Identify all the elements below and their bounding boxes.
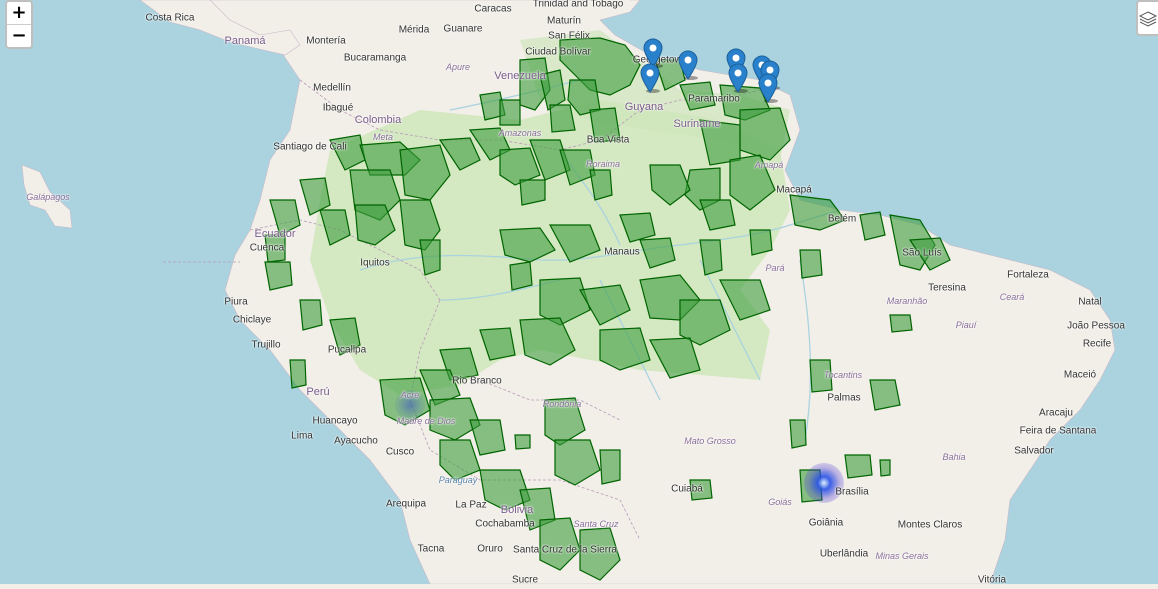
protected-area[interactable] <box>649 337 701 379</box>
protected-area[interactable] <box>869 379 901 411</box>
protected-area[interactable] <box>699 199 736 231</box>
protected-area[interactable] <box>749 229 773 256</box>
marker-georgetown-2[interactable] <box>678 50 698 80</box>
protected-area[interactable] <box>269 199 301 236</box>
protected-area[interactable] <box>519 317 576 366</box>
land-trinidad <box>590 0 630 14</box>
protected-area[interactable] <box>889 314 913 333</box>
protected-area[interactable] <box>509 261 533 291</box>
protected-area[interactable] <box>859 211 886 241</box>
marker-essequibo[interactable] <box>640 63 660 93</box>
protected-area[interactable] <box>299 177 331 216</box>
protected-area[interactable] <box>649 164 691 206</box>
protected-area[interactable] <box>789 419 807 449</box>
protected-area[interactable] <box>419 369 461 406</box>
protected-area[interactable] <box>799 469 823 503</box>
protected-area[interactable] <box>679 81 716 111</box>
protected-area[interactable] <box>589 169 613 201</box>
protected-area[interactable] <box>264 261 293 291</box>
protected-area[interactable] <box>429 397 481 441</box>
zoom-in-button[interactable]: + <box>7 2 31 25</box>
map-pin-icon <box>640 63 660 93</box>
protected-area[interactable] <box>539 277 591 326</box>
protected-area[interactable] <box>654 59 686 91</box>
protected-area[interactable] <box>789 194 846 231</box>
map-pin-icon <box>728 63 748 93</box>
protected-areas <box>264 37 951 581</box>
protected-area[interactable] <box>539 69 566 111</box>
protected-area[interactable] <box>399 144 451 201</box>
protected-area[interactable] <box>719 279 771 321</box>
protected-area[interactable] <box>354 204 396 246</box>
protected-area[interactable] <box>679 299 731 346</box>
protected-area[interactable] <box>599 449 621 485</box>
protected-area[interactable] <box>329 317 361 356</box>
protected-area[interactable] <box>479 327 516 361</box>
land-central-america <box>139 0 301 56</box>
protected-area[interactable] <box>579 284 631 326</box>
land-galapagos <box>21 164 73 229</box>
protected-area[interactable] <box>879 459 891 477</box>
protected-area[interactable] <box>799 249 823 279</box>
protected-area[interactable] <box>299 299 323 331</box>
zoom-control: + − <box>5 0 33 49</box>
protected-area[interactable] <box>809 359 833 393</box>
protected-area[interactable] <box>438 137 481 171</box>
protected-area[interactable] <box>519 179 546 206</box>
protected-area[interactable] <box>539 517 581 571</box>
protected-area[interactable] <box>559 37 641 96</box>
protected-area[interactable] <box>619 212 656 243</box>
protected-area[interactable] <box>689 479 713 501</box>
protected-area[interactable] <box>844 454 873 479</box>
protected-area[interactable] <box>499 227 556 263</box>
marker-paramaribo-2[interactable] <box>728 63 748 93</box>
protected-area[interactable] <box>319 209 351 246</box>
protected-area[interactable] <box>439 439 481 481</box>
protected-area[interactable] <box>699 239 723 276</box>
protected-area[interactable] <box>548 224 601 263</box>
map-pin-icon <box>758 73 778 103</box>
protected-area[interactable] <box>264 234 286 263</box>
protected-area[interactable] <box>639 237 676 269</box>
protected-area[interactable] <box>549 104 576 133</box>
protected-area[interactable] <box>514 434 531 450</box>
protected-area[interactable] <box>599 327 651 371</box>
layers-icon <box>1138 11 1158 27</box>
zoom-out-button[interactable]: − <box>11 25 27 46</box>
map-pin-icon <box>678 50 698 80</box>
protected-area[interactable] <box>419 239 441 276</box>
protected-area[interactable] <box>519 57 551 111</box>
protected-area[interactable] <box>554 439 601 486</box>
protected-area[interactable] <box>499 99 521 126</box>
protected-area[interactable] <box>729 154 776 211</box>
protected-area[interactable] <box>908 237 951 271</box>
protected-area[interactable] <box>544 397 586 446</box>
protected-area[interactable] <box>589 107 621 143</box>
marker-french-guiana-3[interactable] <box>758 73 778 103</box>
layers-control-button[interactable] <box>1136 0 1158 36</box>
protected-area[interactable] <box>579 527 621 581</box>
protected-area[interactable] <box>469 419 506 456</box>
protected-area[interactable] <box>289 359 307 389</box>
protected-area[interactable] <box>479 469 531 511</box>
